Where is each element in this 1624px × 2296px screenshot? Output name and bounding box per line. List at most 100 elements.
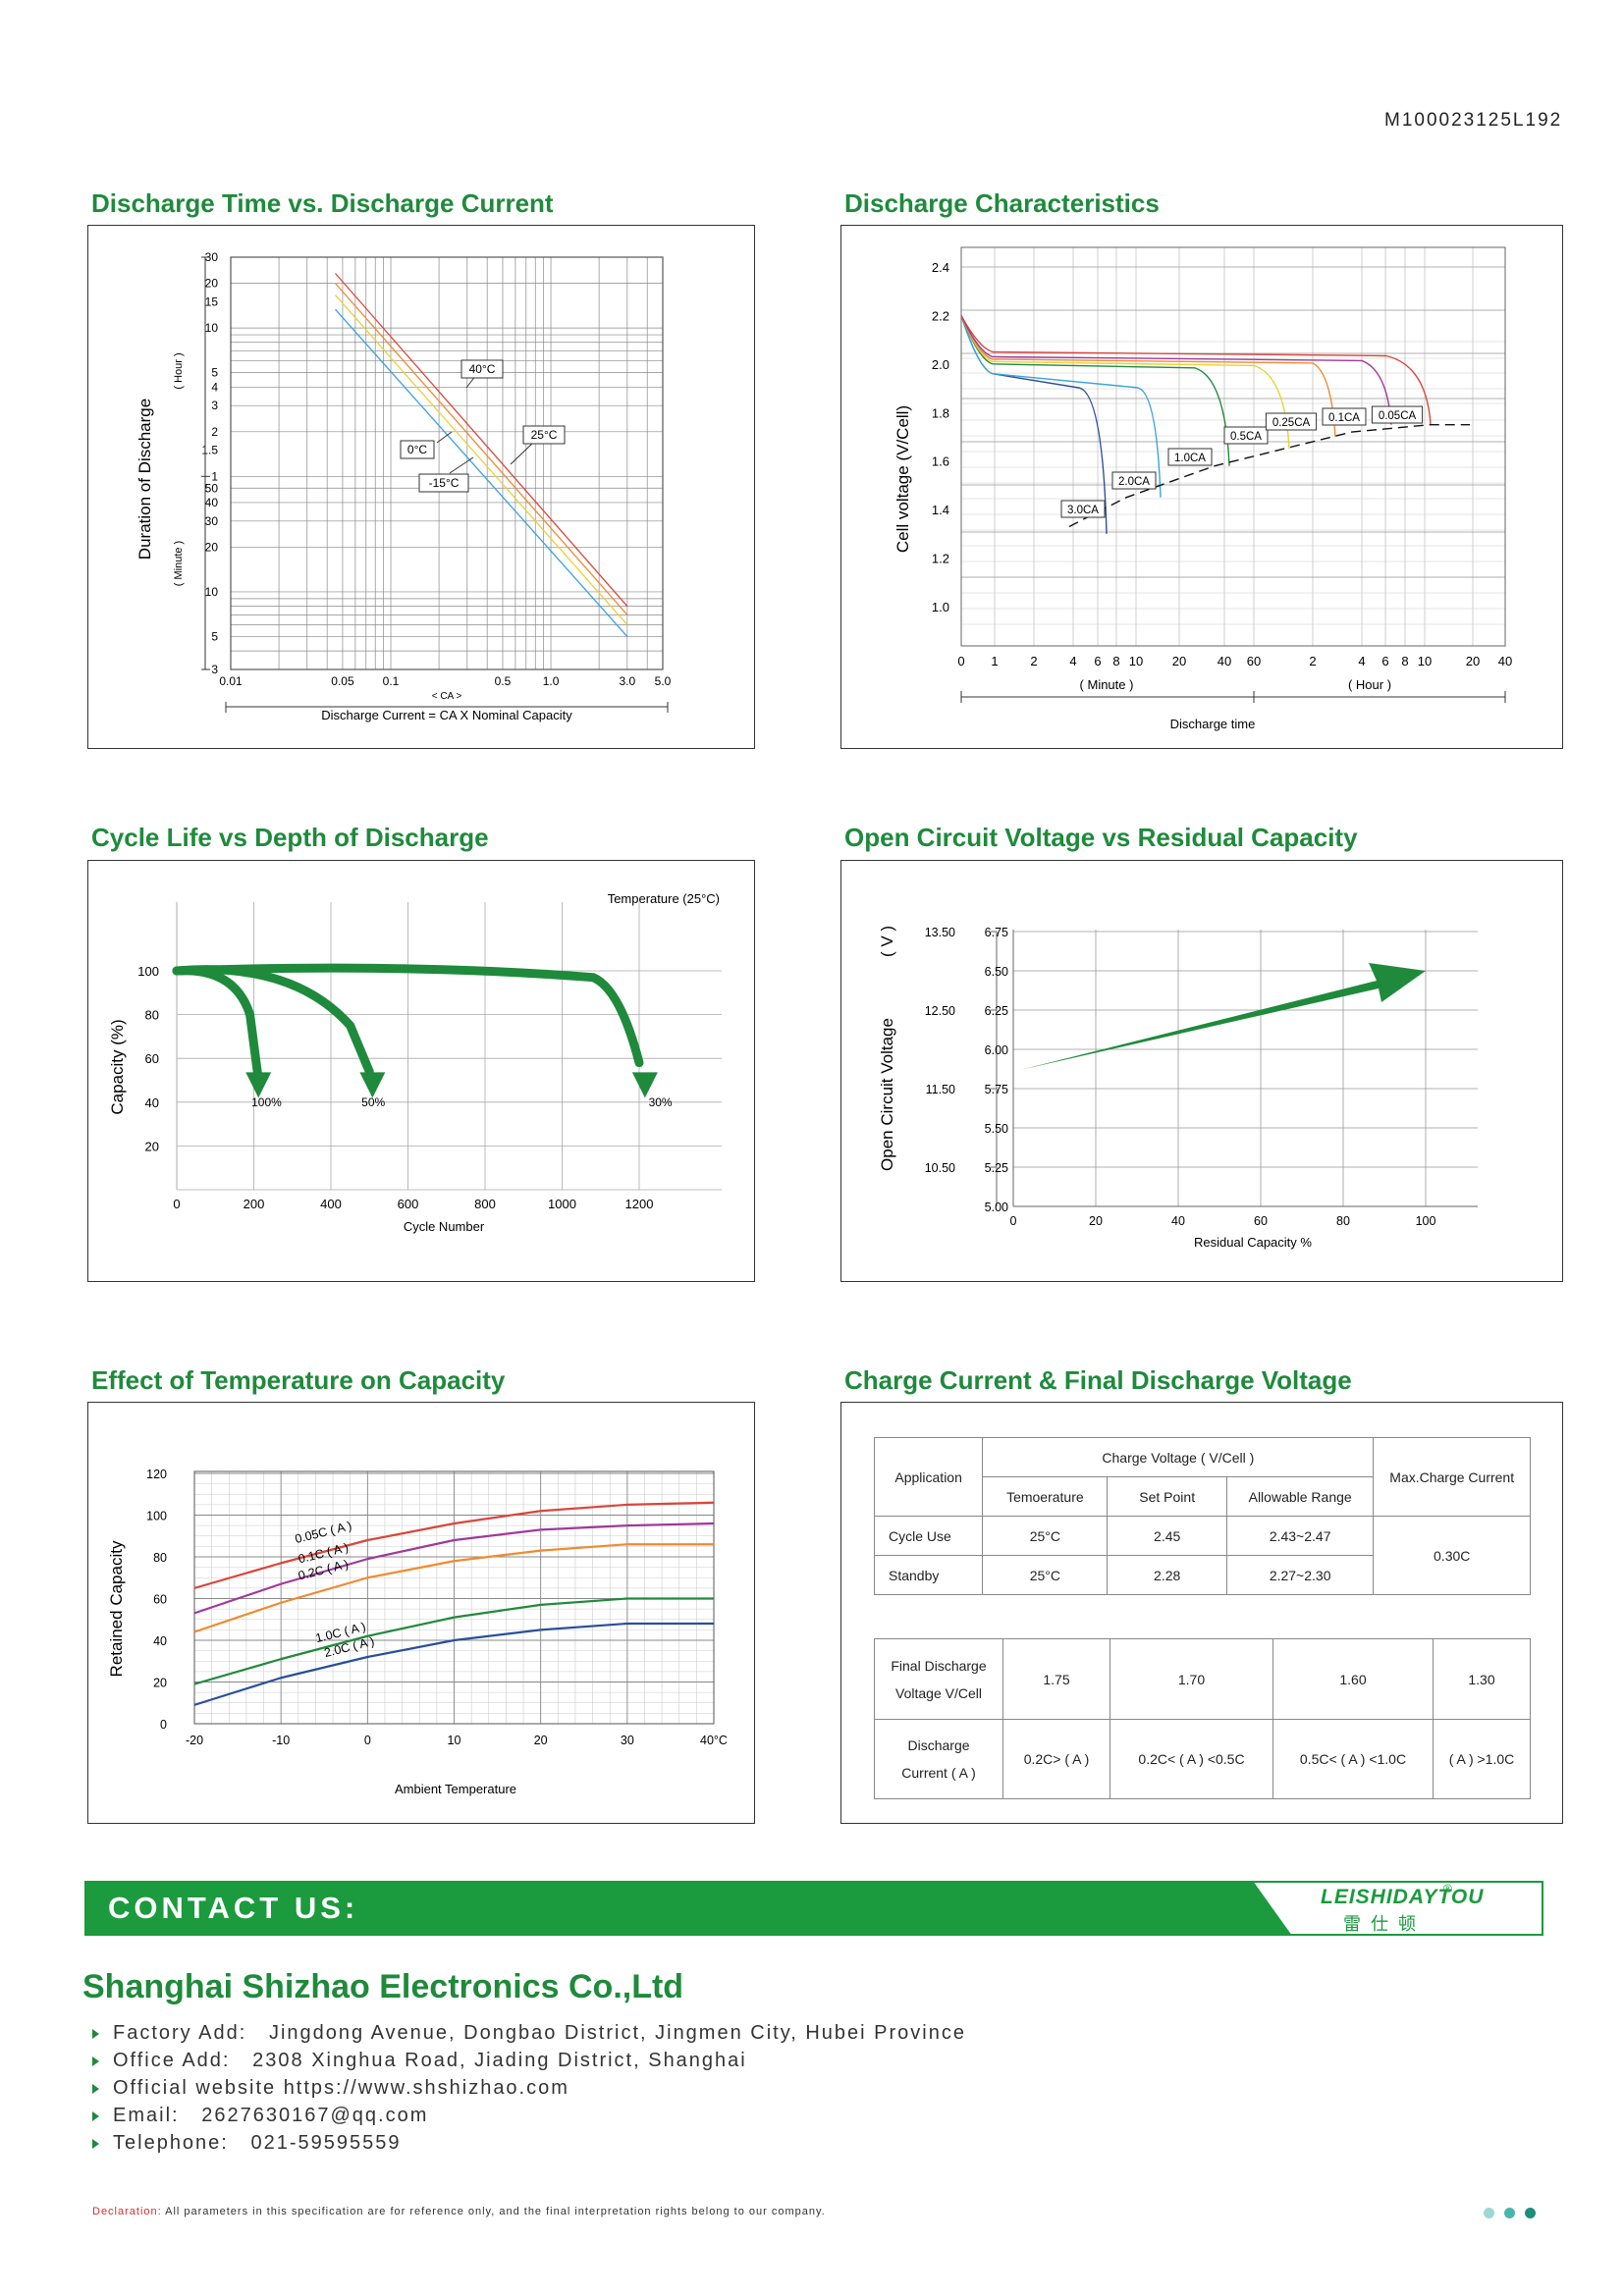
header-charge-voltage: Charge Voltage ( V/Cell )	[982, 1437, 1375, 1477]
y-tick-label: 6.50	[985, 965, 1008, 979]
y-tick-label: 5	[211, 366, 218, 380]
contact-banner	[84, 1881, 1292, 1936]
logo-frame	[1245, 1881, 1543, 1936]
x-tick-label: 8	[1401, 654, 1408, 668]
y-axis-label: Duration of Discharge	[135, 399, 154, 560]
section-title-temperature: Effect of Temperature on Capacity	[91, 1365, 506, 1395]
y-tick-label: 6.75	[985, 926, 1008, 939]
series-label: 0.05CA	[1379, 410, 1417, 422]
info-email[interactable]: Email: 2627630167@qq.com	[92, 2105, 428, 2127]
x-unit-hour: ( Hour )	[1348, 677, 1391, 692]
series-line	[172, 965, 374, 1077]
series-label: -15°C	[429, 476, 460, 490]
info-website[interactable]: Official website https://www.shshizhao.c…	[92, 2077, 569, 2100]
y-tick-label: 80	[145, 1008, 159, 1023]
series-line	[960, 315, 1336, 438]
cell-voltage: 1.60	[1272, 1638, 1434, 1720]
cell-range: 2.43~2.47	[1225, 1516, 1375, 1556]
series-line	[335, 283, 628, 615]
x-tick-label: 0.5	[495, 674, 512, 688]
x-tick-label: 5.0	[655, 674, 672, 688]
series-label-box	[1060, 500, 1106, 518]
series-line	[960, 315, 1230, 466]
y-tick-label: 1.6	[932, 454, 949, 469]
x-tick-label: 6	[1094, 654, 1101, 668]
header-set-point: Set Point	[1107, 1476, 1227, 1517]
series-line	[193, 1501, 715, 1589]
label-leader	[449, 456, 474, 474]
x-tick-label: 80	[1336, 1214, 1350, 1228]
y-tick-label: 6.25	[985, 1004, 1008, 1018]
series-line	[193, 1597, 714, 1685]
x-tick-label: 2	[1309, 654, 1316, 668]
x-tick-label: 40	[1171, 1214, 1185, 1228]
series-line	[193, 1522, 715, 1615]
y-tick-label: 30	[205, 514, 219, 528]
registered-mark: ®	[1443, 1882, 1452, 1896]
dot-icon	[1484, 2208, 1494, 2218]
header-max-charge: Max.Charge Current	[1373, 1437, 1531, 1517]
series-line	[960, 315, 1392, 425]
chart-ocv: 6.75 6.50 6.25 6.00 5.75 5.50 5.25 5.00 13.50 12.…	[878, 926, 1478, 1250]
y-tick-label: 5.25	[985, 1161, 1008, 1175]
x-tick-label: 4	[1358, 654, 1365, 668]
declaration: Declaration: All parameters in this spec…	[92, 2206, 826, 2217]
cell-voltage: 1.30	[1433, 1638, 1531, 1720]
y-tick-label: 30	[205, 250, 219, 264]
arrow-head	[631, 1072, 658, 1098]
arrow-head	[245, 1072, 272, 1098]
company-name: Shanghai Shizhao Electronics Co.,Ltd	[82, 1968, 684, 2005]
x-tick-label: 0	[364, 1734, 371, 1747]
x-unit-minute: ( Minute )	[1080, 677, 1134, 692]
y-tick-label: 120	[146, 1468, 167, 1481]
series-label: 0.5CA	[1230, 431, 1262, 443]
y-axis-label: Open Circuit Voltage	[878, 1018, 896, 1171]
x-axis-label: Discharge Current = CA X Nominal Capacit…	[321, 708, 572, 722]
discharge-voltage-table: Final Discharge Voltage V/Cell 1.75 1.70…	[874, 1638, 1531, 1799]
y-tick-label: 100	[137, 964, 159, 979]
y-tick-label: 3	[211, 663, 218, 676]
x-tick-label: -10	[272, 1734, 290, 1747]
cell-set: 2.45	[1107, 1516, 1227, 1556]
chart-panel-ocv: 6.75 6.50 6.25 6.00 5.75 5.50 5.25 5.00 13.50 12.…	[840, 860, 1563, 1282]
chart-panel-discharge-time: 0.01 0.05 0.1 0.5 1.0 3.0 5.0 30 20 15 10 5 4 3 2 1.5 1 5…	[87, 225, 755, 749]
y-tick-label: 5	[211, 629, 218, 643]
y-tick-label: 0	[160, 1718, 167, 1732]
y-axis-label: Retained Capacity	[107, 1540, 126, 1677]
series-label-box	[460, 359, 504, 379]
y-tick-label: 40	[153, 1634, 167, 1648]
section-title-charge-current: Charge Current & Final Discharge Voltage	[844, 1365, 1352, 1395]
section-title-discharge-char: Discharge Characteristics	[844, 188, 1160, 218]
x-tick-label: 1	[991, 654, 998, 668]
series-label: 50%	[361, 1095, 385, 1109]
y-axis-label: Capacity (%)	[108, 1019, 127, 1114]
bullet-icon	[92, 2083, 99, 2094]
x-tick-label: 10	[448, 1734, 461, 1747]
chart-panel-cycle-life: Temperature (25°C) 0 200 400 600 800 1000 1200…	[87, 860, 755, 1282]
y-tick-label: 40	[145, 1095, 159, 1110]
y-tick-label: 4	[211, 380, 218, 394]
y-unit-hour: ( Hour )	[173, 352, 185, 389]
series-label-box	[522, 425, 566, 445]
x-tick-label: 40	[1498, 654, 1512, 668]
x-tick-label: 60	[1247, 654, 1261, 668]
x-tick-label: 60	[1254, 1214, 1268, 1228]
x-tick-label: 0	[1010, 1214, 1017, 1228]
x-tick-label: 0	[957, 654, 964, 668]
y-tick-label: 20	[205, 277, 219, 291]
x-tick-label: 40	[1218, 654, 1231, 668]
y-tick-label: 12.50	[925, 1004, 955, 1018]
y-tick-label: 2.4	[932, 260, 949, 275]
x-tick-label: 1000	[548, 1197, 576, 1211]
x-tick-label: 400	[320, 1197, 342, 1211]
x-axis-label: Cycle Number	[404, 1219, 485, 1234]
y-tick-label: 5.00	[985, 1201, 1008, 1214]
cell-current: 0.2C> ( A )	[1002, 1719, 1110, 1799]
brand-logo: LEISHIDAYTOU	[1321, 1886, 1485, 1908]
label-leader	[510, 440, 536, 465]
info-telephone: Telephone: 021-59595559	[92, 2132, 402, 2155]
y-tick-label: 5.50	[985, 1122, 1008, 1136]
y-tick-label: 1.0	[932, 600, 949, 614]
y-tick-label: 13.50	[925, 926, 955, 939]
